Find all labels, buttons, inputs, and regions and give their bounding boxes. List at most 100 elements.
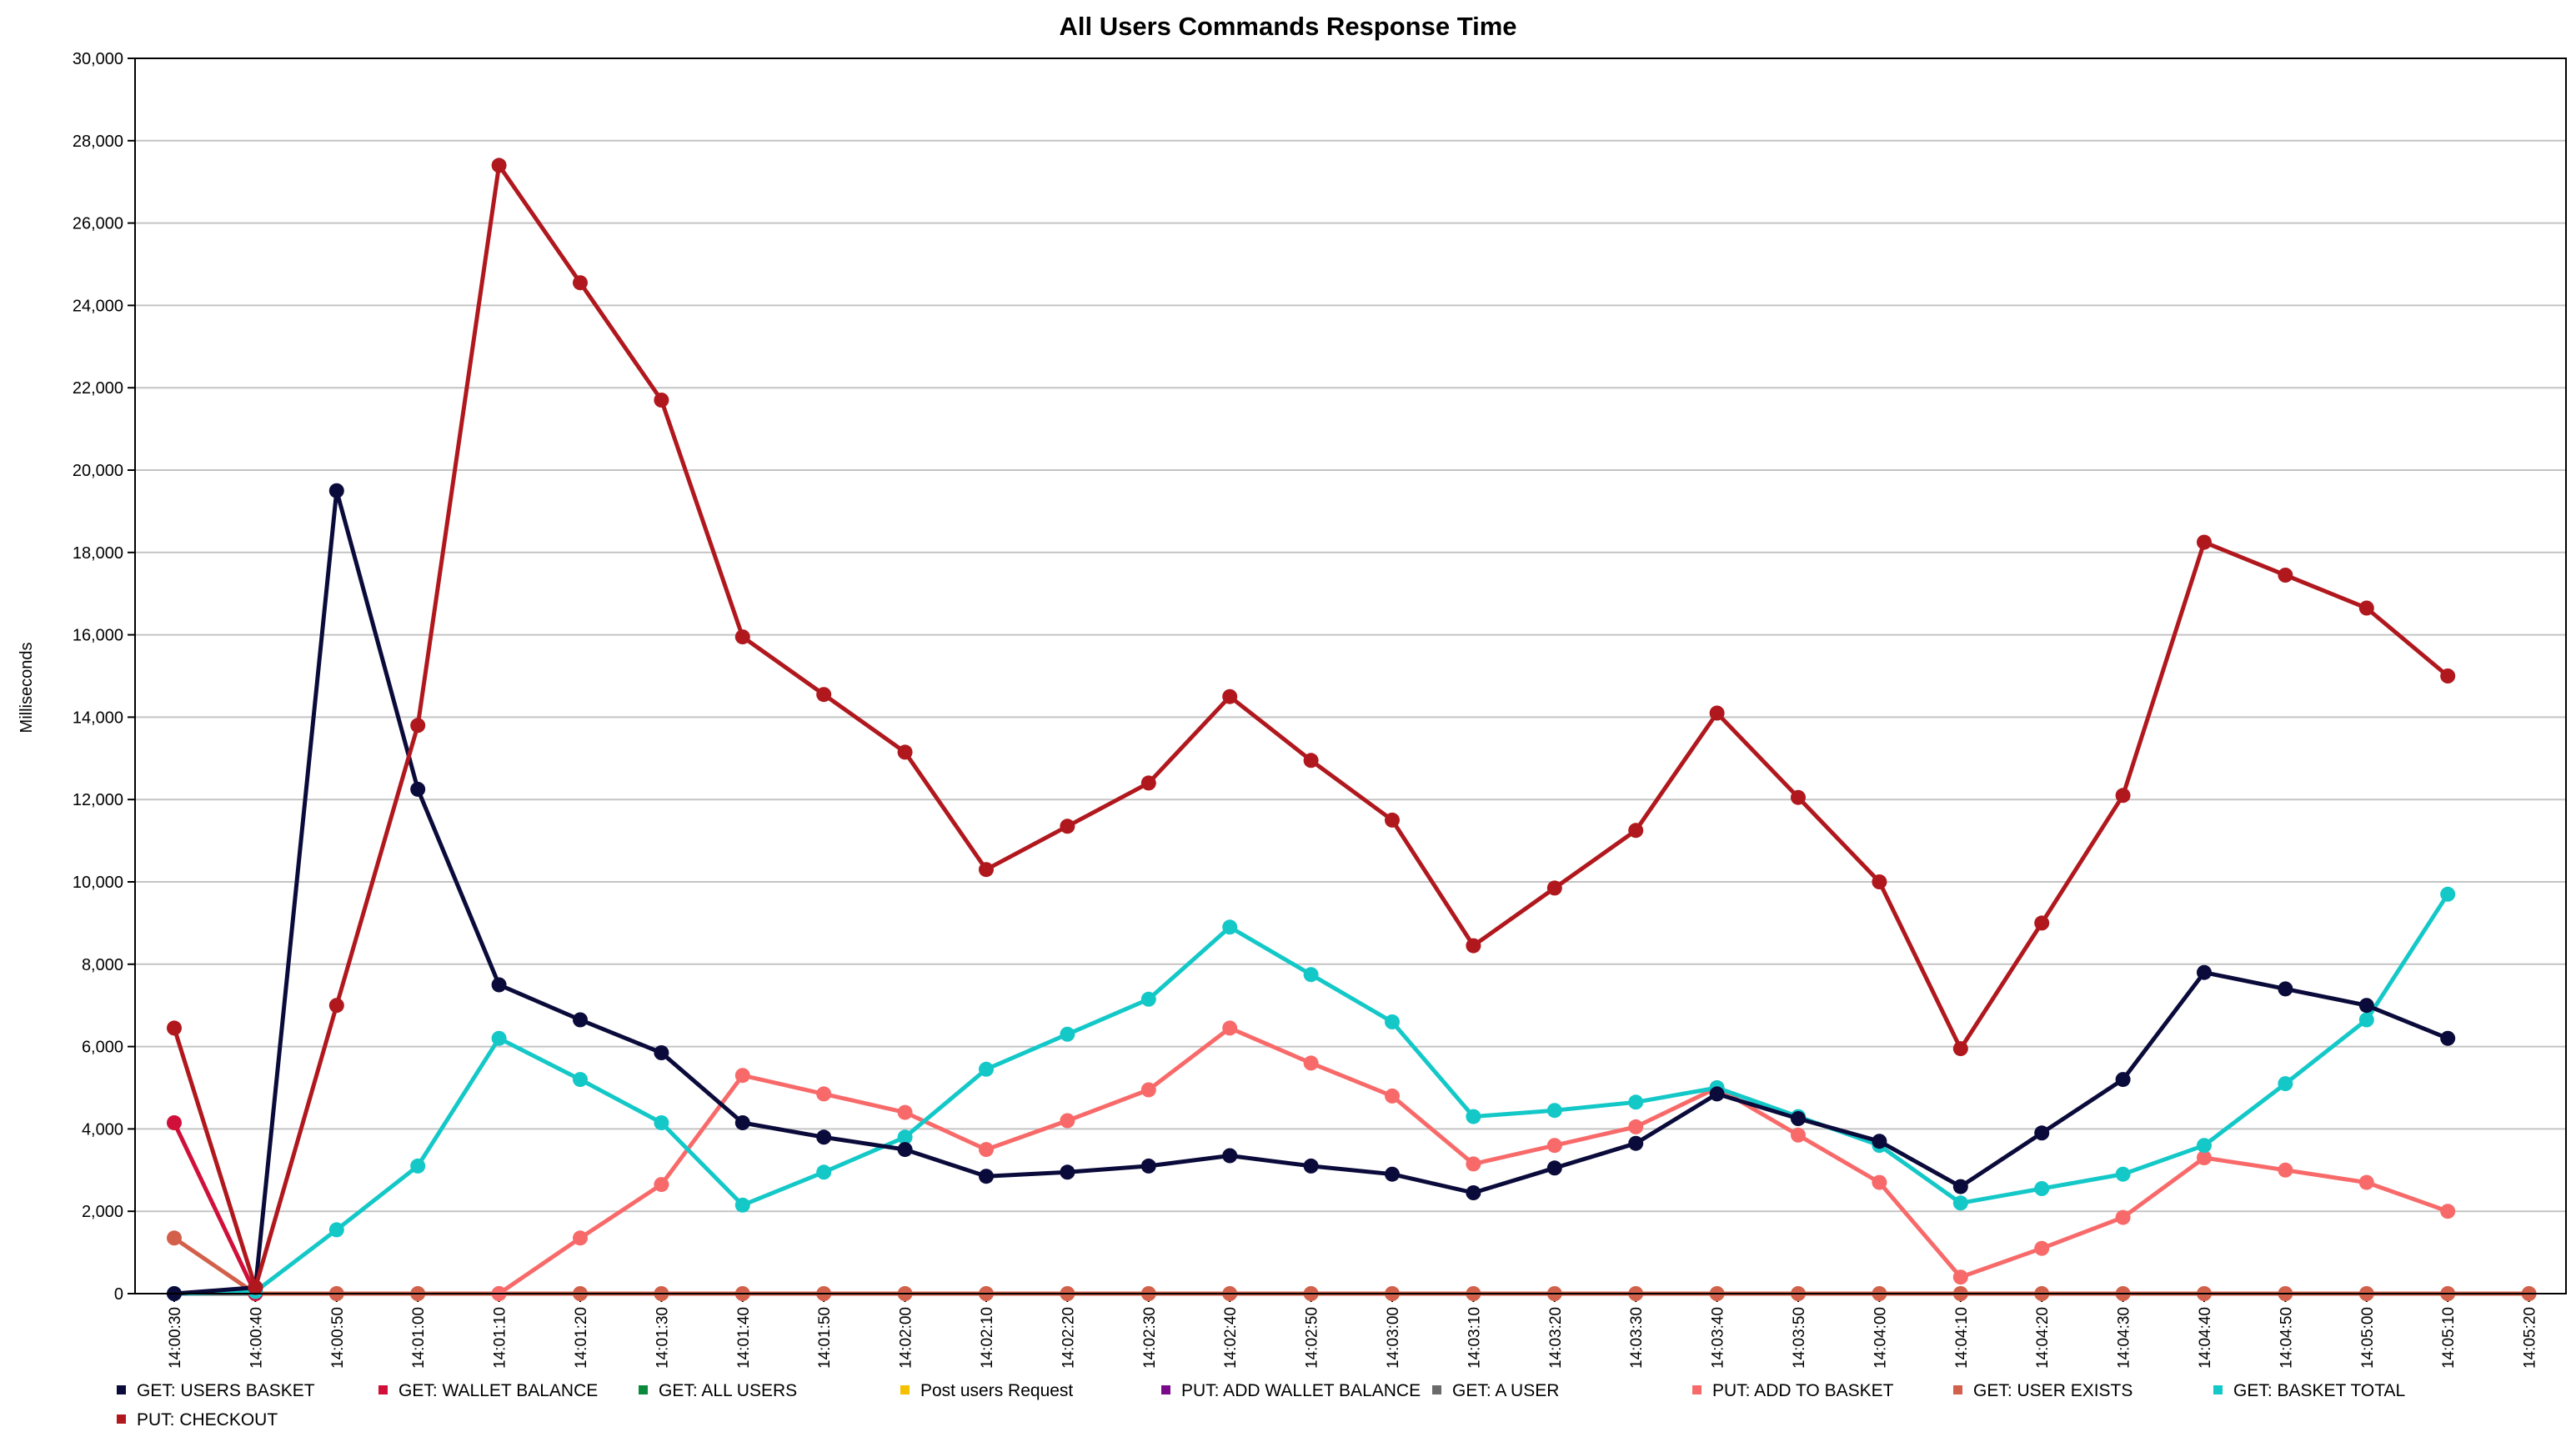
data-point	[1466, 1185, 1481, 1200]
x-tick-label: 14:02:30	[1141, 1307, 1159, 1369]
legend-label: GET: BASKET TOTAL	[2233, 1381, 2405, 1400]
data-point	[1872, 874, 1887, 889]
data-point	[1546, 1138, 1562, 1154]
data-point	[1303, 1055, 1319, 1071]
x-tick-label: 14:01:40	[735, 1307, 753, 1369]
legend-label: PUT: ADD WALLET BALANCE	[1181, 1381, 1421, 1400]
data-point	[2440, 1030, 2456, 1046]
data-point	[1385, 1088, 1400, 1104]
data-point	[979, 1142, 994, 1158]
x-axis-ticks: 14:00:30 14:00:40 14:00:50 14:01:00 14:01:10…	[167, 1294, 2539, 1369]
x-tick-label: 14:05:10	[2440, 1307, 2458, 1369]
x-tick-label: 14:04:30	[2116, 1307, 2133, 1369]
legend-label: PUT: ADD TO BASKET	[1712, 1381, 1894, 1400]
y-tick-label: 16,000	[73, 627, 123, 645]
x-tick-label: 14:02:40	[1222, 1307, 1240, 1369]
data-point	[1709, 1086, 1725, 1102]
legend-item: GET: WALLET BALANCE	[378, 1381, 598, 1400]
data-point	[1303, 967, 1319, 983]
data-point	[2278, 1162, 2293, 1178]
data-point	[1791, 1127, 1806, 1143]
legend-item: GET: USERS BASKET	[117, 1381, 315, 1400]
x-tick-label: 14:03:50	[1791, 1307, 1808, 1369]
data-point	[816, 687, 832, 703]
data-point	[654, 393, 669, 408]
legend-item: GET: ALL USERS	[639, 1381, 797, 1400]
data-point	[1628, 1119, 1644, 1134]
legend-item: GET: A USER	[1432, 1381, 1559, 1400]
data-point	[2197, 1150, 2212, 1165]
data-point	[410, 1158, 426, 1174]
data-point	[1466, 1109, 1481, 1124]
data-point	[2034, 1240, 2050, 1256]
data-point	[1546, 1103, 1562, 1119]
data-point	[1140, 991, 1156, 1007]
x-tick-label: 14:03:00	[1385, 1307, 1402, 1369]
data-point	[1872, 1134, 1887, 1149]
data-point	[573, 1012, 588, 1028]
data-point	[1466, 1156, 1481, 1172]
legend-swatch	[2213, 1385, 2223, 1394]
x-tick-label: 14:00:40	[248, 1307, 265, 1369]
x-tick-label: 14:02:50	[1304, 1307, 1321, 1369]
x-tick-label: 14:03:20	[1547, 1307, 1565, 1369]
x-tick-label: 14:04:40	[2197, 1307, 2214, 1369]
data-point	[897, 744, 913, 760]
legend-swatch	[639, 1385, 648, 1394]
data-point	[816, 1164, 832, 1180]
data-point	[2197, 534, 2212, 550]
legend-label: Post users Request	[920, 1381, 1073, 1400]
data-point	[2197, 964, 2212, 980]
data-point	[654, 1045, 669, 1060]
data-point	[2358, 998, 2374, 1014]
data-point	[2115, 788, 2131, 804]
data-point	[1546, 880, 1562, 896]
y-tick-label: 6,000	[82, 1039, 123, 1057]
legend-item: Post users Request	[900, 1381, 1073, 1400]
data-point	[1791, 1111, 1806, 1126]
x-tick-label: 14:04:50	[2278, 1307, 2295, 1369]
data-point	[2034, 915, 2050, 931]
data-point	[1628, 1135, 1644, 1151]
data-point	[1060, 1113, 1075, 1129]
data-point	[2278, 981, 2293, 997]
data-point	[410, 718, 426, 734]
x-tick-label: 14:00:30	[167, 1307, 184, 1369]
data-point	[1140, 1158, 1156, 1174]
data-point	[328, 1222, 344, 1238]
x-tick-label: 14:01:50	[816, 1307, 834, 1369]
legend-swatch	[1692, 1385, 1701, 1394]
data-point	[979, 862, 994, 878]
legend-swatch	[900, 1385, 910, 1394]
legend-label: GET: USERS BASKET	[137, 1381, 315, 1400]
data-point	[1222, 688, 1238, 704]
data-point	[1952, 1041, 1968, 1057]
data-point	[2440, 668, 2456, 683]
data-point	[1628, 1094, 1644, 1110]
y-tick-label: 18,000	[73, 544, 123, 563]
data-point	[734, 629, 750, 645]
y-tick-label: 30,000	[73, 50, 123, 68]
x-tick-label: 14:01:20	[573, 1307, 590, 1369]
y-tick-label: 24,000	[73, 297, 123, 315]
data-point	[2115, 1209, 2131, 1225]
x-tick-label: 14:02:20	[1060, 1307, 1077, 1369]
legend-item: PUT: ADD WALLET BALANCE	[1161, 1381, 1421, 1400]
data-point	[1140, 1082, 1156, 1098]
y-tick-label: 20,000	[73, 462, 123, 480]
x-tick-label: 14:01:00	[410, 1307, 428, 1369]
x-tick-label: 14:03:30	[1628, 1307, 1646, 1369]
data-point	[2278, 568, 2293, 583]
data-point	[2440, 886, 2456, 902]
data-point	[2358, 1174, 2374, 1190]
data-point	[1060, 819, 1075, 834]
data-point	[816, 1086, 832, 1102]
legend: GET: USERS BASKET GET: WALLET BALANCE GET:…	[117, 1381, 2405, 1429]
data-point	[328, 483, 344, 498]
data-point	[1952, 1195, 1968, 1211]
y-tick-label: 28,000	[73, 133, 123, 151]
series-6	[491, 1020, 2456, 1301]
legend-swatch	[1161, 1385, 1170, 1394]
y-tick-label: 12,000	[73, 791, 123, 809]
x-tick-label: 14:02:00	[898, 1307, 915, 1369]
